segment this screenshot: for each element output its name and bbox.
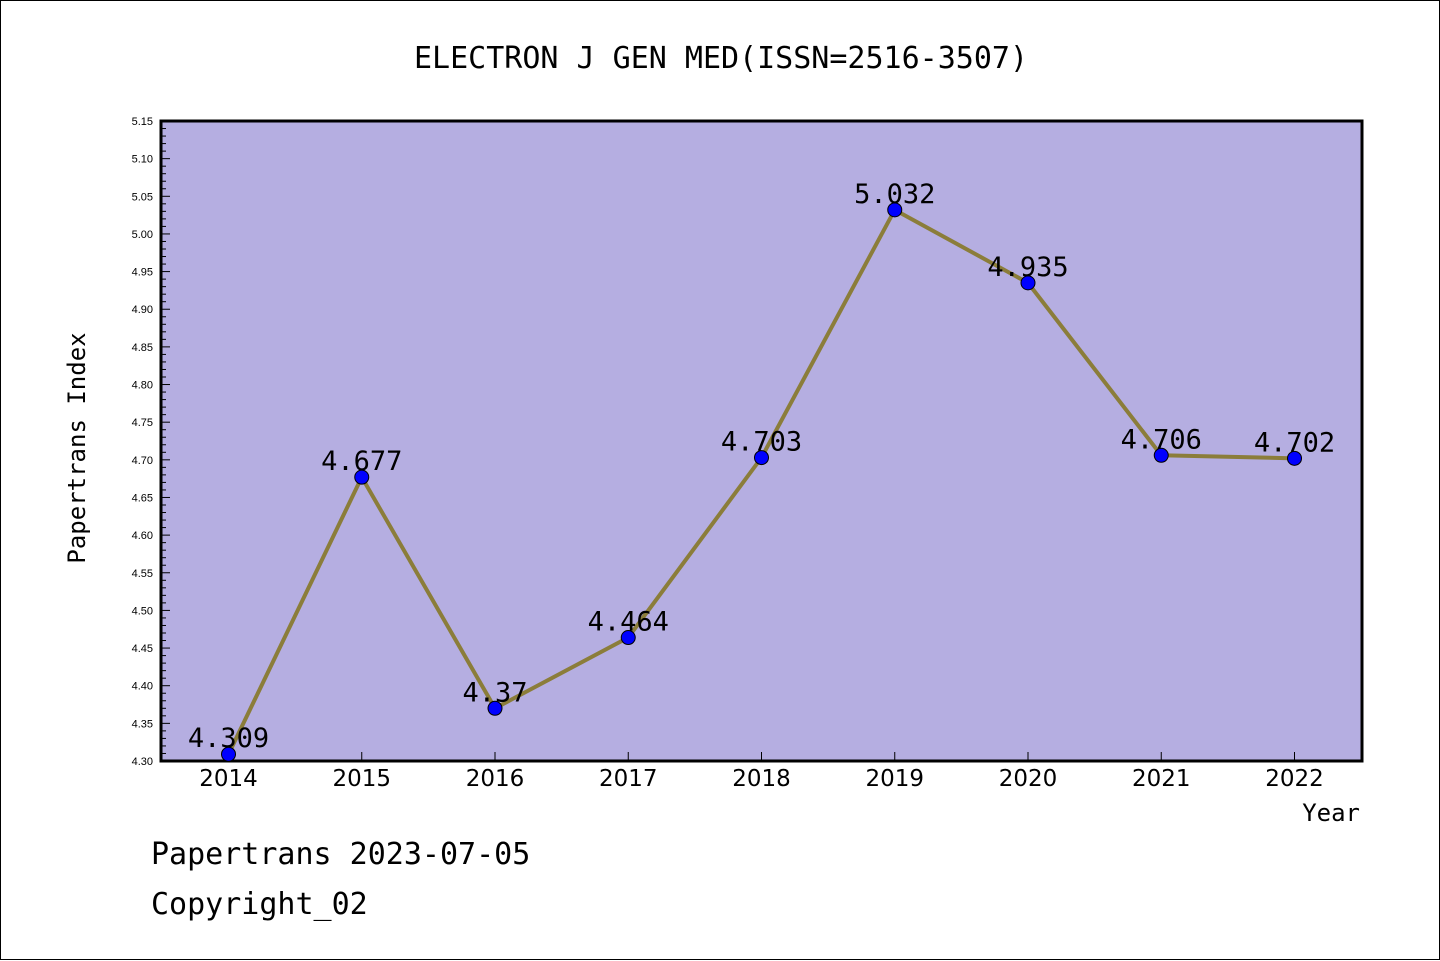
x-tick-label: 2020 [999, 766, 1058, 792]
x-tick-label: 2016 [466, 766, 525, 792]
data-label: 4.703 [721, 427, 802, 458]
data-point [354, 469, 370, 485]
data-point [221, 746, 236, 762]
data-label: 4.677 [321, 446, 402, 477]
x-axis: 2014 2015 2016 2017 2018 2019 2020 2021 2022 [199, 752, 1324, 792]
data-label: 4.464 [588, 607, 669, 638]
y-tick-label: 4.45 [132, 643, 153, 655]
x-tick-label: 2021 [1132, 766, 1191, 792]
footer-date: Papertrans 2023-07-05 [151, 837, 531, 872]
y-tick-label: 4.30 [132, 756, 153, 768]
x-tick-label: 2015 [332, 766, 391, 792]
y-tick-label: 4.55 [132, 568, 153, 580]
y-tick-label: 5.15 [132, 116, 153, 128]
x-tick-label: 2018 [732, 766, 791, 792]
plot-area [159, 119, 1364, 763]
data-labels: 4.309 4.677 4.37 4.464 4.703 5.032 4.935 4.706 4… [188, 179, 1335, 754]
y-tick-label: 5.10 [132, 154, 153, 166]
data-point [754, 450, 769, 466]
data-point [1153, 447, 1169, 463]
data-label: 4.37 [462, 677, 527, 708]
y-tick-label: 4.95 [132, 267, 153, 279]
y-axis: 4.30 4.35 4.40 4.45 4.50 4.55 4.60 4.65 4.70 4.75… [132, 116, 170, 768]
y-tick-label: 4.80 [132, 380, 153, 392]
chart-title: ELECTRON J GEN MED(ISSN=2516-3507) [414, 41, 1028, 76]
data-label: 4.706 [1121, 424, 1202, 455]
data-point [620, 630, 636, 646]
y-tick-label: 4.65 [132, 492, 153, 504]
data-point [487, 700, 503, 716]
y-tick-label: 4.50 [132, 605, 153, 617]
x-tick-label: 2014 [199, 766, 258, 792]
x-tick-label: 2019 [865, 766, 924, 792]
y-axis-label: Papertrans Index [63, 332, 91, 563]
y-tick-label: 4.85 [132, 342, 153, 354]
y-tick-label: 5.05 [132, 191, 153, 203]
data-point [1287, 450, 1302, 466]
x-axis-label: Year [1302, 799, 1360, 827]
x-tick-label: 2022 [1265, 766, 1324, 792]
data-point [1020, 275, 1036, 291]
y-tick-label: 4.70 [132, 455, 153, 467]
data-label: 4.935 [987, 252, 1068, 283]
x-tick-label: 2017 [599, 766, 658, 792]
y-tick-label: 4.60 [132, 530, 153, 542]
footer-copyright: Copyright_02 [151, 887, 368, 922]
y-tick-label: 4.90 [132, 304, 153, 316]
y-tick-label: 5.00 [132, 229, 153, 241]
data-point [887, 202, 903, 218]
data-markers [221, 202, 1302, 762]
data-label: 5.032 [854, 179, 935, 210]
y-tick-label: 4.75 [132, 417, 153, 429]
y-tick-label: 4.40 [132, 681, 153, 693]
data-label: 4.309 [188, 723, 269, 754]
y-tick-label: 4.35 [132, 718, 153, 730]
data-label: 4.702 [1254, 427, 1335, 458]
